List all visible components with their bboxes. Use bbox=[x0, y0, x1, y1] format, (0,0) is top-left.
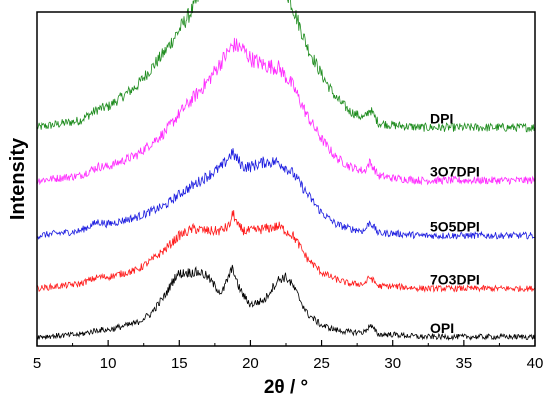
x-tick-label: 30 bbox=[384, 355, 401, 372]
x-tick-label: 40 bbox=[527, 355, 544, 372]
x-tick-label: 5 bbox=[33, 355, 41, 372]
series-label-dpi: DPI bbox=[430, 111, 453, 127]
x-axis-label: 2θ / ° bbox=[264, 377, 308, 398]
series-label-3o7dpi: 3O7DPI bbox=[430, 163, 480, 179]
series-line-dpi bbox=[36, 0, 536, 133]
x-tick-label: 35 bbox=[456, 355, 473, 372]
series-curves bbox=[36, 0, 536, 341]
series-label-opi: OPI bbox=[430, 320, 454, 336]
series-label-5o5dpi: 5O5DPI bbox=[430, 219, 480, 235]
series-label-7o3dpi: 7O3DPI bbox=[430, 272, 480, 288]
x-tick-label: 20 bbox=[242, 355, 259, 372]
x-tick-label: 10 bbox=[100, 355, 117, 372]
series-line-7o3dpi bbox=[36, 210, 536, 293]
series-line-3o7dpi bbox=[36, 37, 536, 186]
x-tick-label: 25 bbox=[313, 355, 330, 372]
x-tick-label: 15 bbox=[171, 355, 188, 372]
y-axis-label: Intensity bbox=[7, 137, 29, 220]
x-axis-ticks: 5 10 15 20 25 30 35 40 bbox=[33, 340, 544, 372]
series-line-opi bbox=[36, 264, 536, 341]
series-labels: DPI 3O7DPI 5O5DPI 7O3DPI OPI bbox=[430, 111, 480, 336]
series-line-5o5dpi bbox=[36, 148, 535, 240]
